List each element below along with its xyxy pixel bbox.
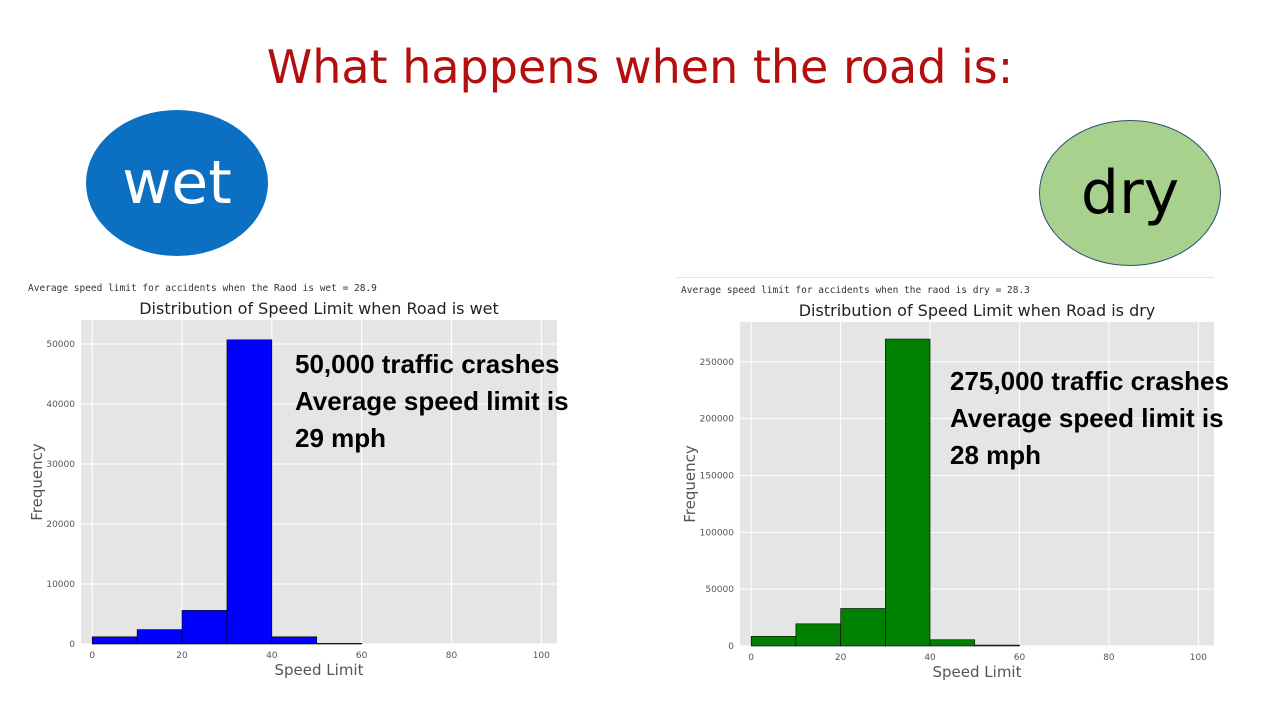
dry-x-tick-label: 20 [835,653,847,663]
wet-histogram-bar [226,339,273,645]
wet-x-tick-label: 80 [446,651,458,661]
wet-average-caption: Average speed limit for accidents when t… [28,283,377,294]
dry-histogram-bar [840,608,886,647]
dry-badge-label: dry [1080,158,1180,228]
dry-y-tick-label: 100000 [700,528,735,538]
dry-x-tick-label: 40 [924,653,936,663]
wet-annotation-line: 29 mph [295,423,387,453]
dry-y-axis-label: Frequency [681,445,699,523]
dry-x-tick-label: 0 [748,653,754,663]
dry-badge: dry [1039,120,1221,266]
wet-x-axis-label: Speed Limit [275,661,364,679]
wet-y-tick-label: 40000 [46,400,75,410]
wet-y-tick-label: 50000 [46,340,75,350]
dry-annotation: 275,000 traffic crashes Average speed li… [950,363,1229,474]
dry-y-tick-label: 50000 [705,585,734,595]
wet-y-tick-label: 0 [69,640,75,650]
dry-histogram-bar [885,338,931,647]
dry-x-tick-label: 60 [1014,653,1026,663]
wet-x-tick-label: 0 [89,651,95,661]
dry-annotation-line: Average speed limit is [950,403,1224,433]
dry-y-tick-label: 250000 [700,358,735,368]
wet-y-axis-label: Frequency [28,443,46,521]
wet-annotation-line: 50,000 traffic crashes [295,349,560,379]
wet-y-tick-label: 10000 [46,580,75,590]
wet-x-tick-label: 60 [356,651,368,661]
dry-average-caption: Average speed limit for accidents when t… [681,285,1030,296]
dry-histogram-bar [974,644,1020,647]
dry-y-tick-label: 150000 [700,471,735,481]
dry-histogram-bar [929,639,976,647]
wet-y-tick-label: 20000 [46,520,75,530]
wet-x-tick-label: 40 [266,651,278,661]
wet-chart-title: Distribution of Speed Limit when Road is… [139,299,499,318]
dry-y-tick-label: 0 [728,642,734,652]
wet-annotation: 50,000 traffic crashes Average speed lim… [295,346,569,457]
dry-panel-divider [676,277,1214,278]
slide-title: What happens when the road is: [266,40,1014,94]
dry-histogram-bar [750,636,797,647]
dry-chart-title: Distribution of Speed Limit when Road is… [799,301,1156,320]
wet-annotation-line: Average speed limit is [295,386,569,416]
wet-histogram-bar [316,643,362,645]
wet-histogram-bar [181,610,228,645]
dry-plot-area [740,322,1214,646]
dry-x-tick-label: 100 [1190,653,1207,663]
wet-histogram-bar [271,636,318,645]
wet-badge: wet [86,110,268,256]
dry-annotation-line: 28 mph [950,440,1042,470]
wet-x-tick-label: 100 [533,651,550,661]
wet-badge-label: wet [122,148,232,218]
dry-y-tick-label: 200000 [700,415,735,425]
dry-annotation-line: 275,000 traffic crashes [950,366,1229,396]
dry-histogram-bar [795,623,841,647]
wet-plot-area [81,320,557,644]
dry-x-axis-label: Speed Limit [933,663,1022,681]
wet-x-tick-label: 20 [176,651,188,661]
wet-y-tick-label: 30000 [46,460,75,470]
dry-x-tick-label: 80 [1103,653,1115,663]
